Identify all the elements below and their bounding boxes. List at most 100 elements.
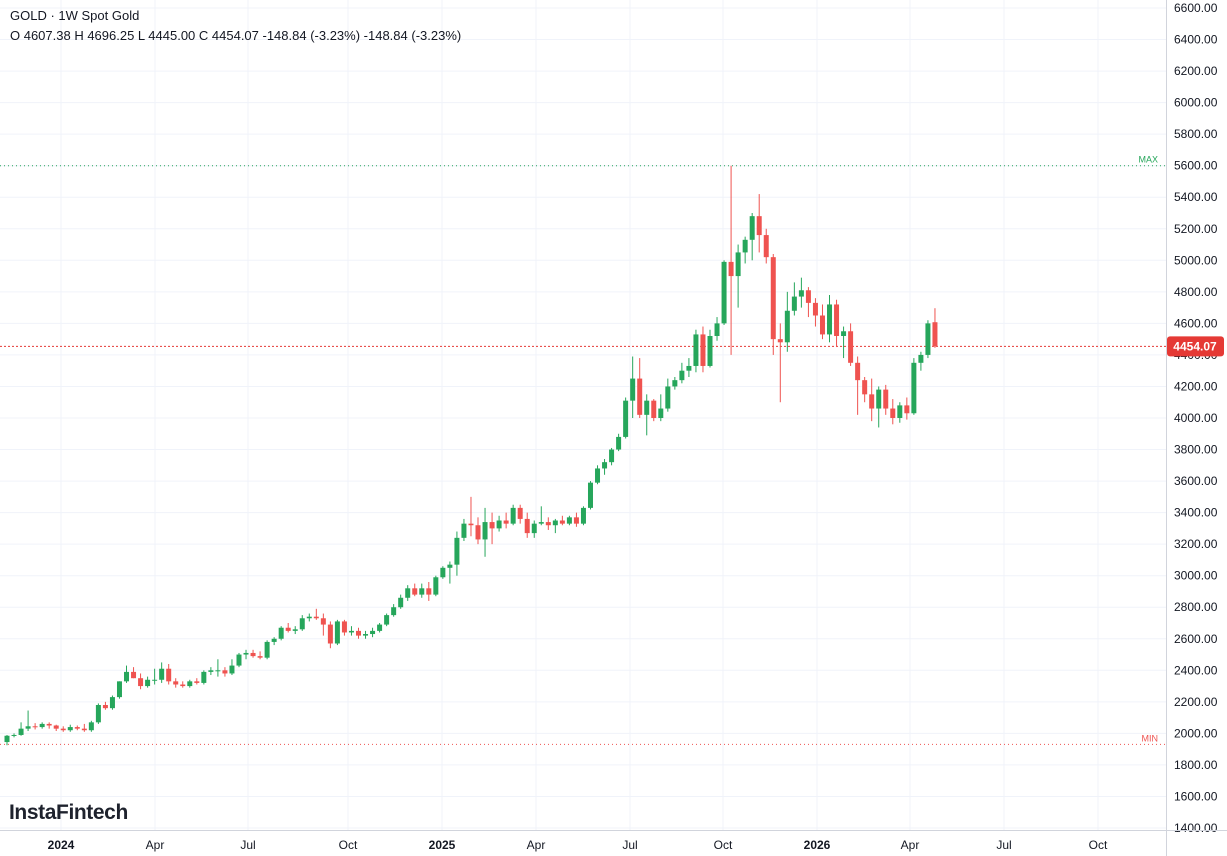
candle-up — [95, 703, 101, 724]
candle-up — [510, 504, 516, 526]
candle-body — [426, 588, 432, 595]
y-tick-label: 2400.00 — [1174, 663, 1218, 677]
candle-body — [538, 522, 544, 524]
y-tick-label: 3600.00 — [1174, 474, 1218, 488]
candle-body — [862, 380, 868, 395]
candle-body — [637, 378, 643, 415]
candle-body — [299, 618, 305, 630]
y-tick-label: 1600.00 — [1174, 789, 1218, 803]
candle-up — [201, 670, 207, 685]
candle-down — [862, 377, 868, 403]
candle-up — [630, 356, 636, 418]
candle-body — [609, 449, 615, 463]
candle-down — [932, 308, 938, 348]
candle-down — [53, 724, 59, 732]
candle-up — [391, 604, 397, 617]
candle-body — [208, 670, 214, 672]
candle-down — [855, 356, 861, 415]
candle-body — [440, 567, 446, 578]
candle-body — [890, 408, 896, 418]
candle-up — [67, 724, 73, 732]
candle-body — [236, 654, 242, 666]
candle-up — [644, 394, 650, 436]
candle-body — [124, 671, 130, 682]
candle-up — [278, 626, 284, 641]
candle-body — [370, 630, 376, 635]
candle-up — [827, 295, 833, 343]
y-tick-label: 5400.00 — [1174, 190, 1218, 204]
candle-up — [11, 733, 17, 738]
candle-up — [271, 637, 277, 646]
y-tick-label: 3800.00 — [1174, 443, 1218, 457]
candle-down — [770, 254, 776, 355]
candle-up — [39, 722, 45, 729]
candle-body — [679, 370, 685, 381]
symbol-title: GOLD · 1W Spot Gold — [10, 8, 140, 23]
min-label: MIN — [1142, 733, 1159, 743]
candle-down — [81, 723, 87, 732]
x-tick-label: Oct — [714, 838, 733, 852]
candle-down — [102, 701, 108, 710]
candle-down — [834, 299, 840, 348]
candle-up — [616, 433, 622, 452]
candle-body — [812, 302, 818, 316]
candle-body — [904, 405, 910, 414]
candle-up — [714, 317, 720, 341]
candle-body — [918, 354, 924, 363]
candle-up — [897, 402, 903, 423]
candle-series — [4, 165, 938, 746]
candle-body — [334, 621, 340, 644]
candle-up — [370, 627, 376, 638]
candle-body — [686, 365, 692, 371]
candle-body — [644, 400, 650, 415]
candle-up — [440, 566, 446, 579]
candle-down — [728, 165, 734, 355]
candle-down — [257, 651, 263, 660]
candle-up — [531, 520, 537, 538]
candle-down — [545, 517, 551, 530]
candle-body — [524, 518, 530, 534]
candle-up — [145, 676, 151, 688]
candle-body — [461, 523, 467, 538]
candle-up — [609, 447, 615, 466]
candle-body — [152, 679, 158, 681]
candle-down — [819, 304, 825, 340]
candle-up — [552, 518, 558, 534]
candle-up — [187, 679, 193, 688]
candle-down — [812, 298, 818, 327]
candle-up — [109, 695, 115, 710]
candle-body — [630, 378, 636, 401]
x-tick-label: 2025 — [429, 838, 456, 852]
candle-up — [377, 623, 383, 633]
candle-down — [46, 722, 52, 729]
candle-down — [503, 512, 509, 529]
candle-body — [384, 615, 390, 625]
chart-grid — [0, 0, 1166, 830]
candle-body — [932, 322, 938, 347]
x-tick-label: Apr — [146, 838, 165, 852]
candle-body — [693, 334, 699, 366]
candle-body — [67, 727, 73, 731]
candle-body — [819, 315, 825, 335]
candle-body — [602, 462, 608, 469]
chart-header: GOLD · 1W Spot Gold O 4607.38 H 4696.25 … — [10, 6, 461, 46]
candle-up — [398, 594, 404, 609]
candle-down — [700, 326, 706, 373]
candle-body — [363, 634, 369, 636]
candle-down — [60, 726, 66, 732]
candle-up — [686, 358, 692, 377]
candle-body — [356, 630, 361, 636]
y-tick-label: 5200.00 — [1174, 222, 1218, 236]
y-tick-label: 2000.00 — [1174, 726, 1218, 740]
candle-down — [475, 517, 481, 545]
y-tick-label: 2600.00 — [1174, 632, 1218, 646]
candle-body — [419, 588, 425, 595]
candle-up — [4, 734, 10, 746]
candle-down — [883, 384, 889, 415]
candle-up — [798, 277, 804, 308]
candle-body — [454, 537, 460, 565]
candle-body — [742, 239, 748, 253]
candle-body — [559, 520, 565, 524]
